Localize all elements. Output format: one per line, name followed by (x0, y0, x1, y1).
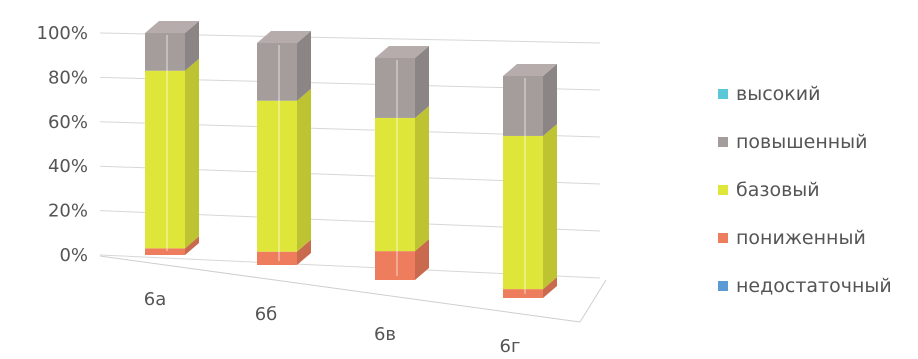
y-tick-label: 0% (59, 245, 88, 266)
bar-segment-front (375, 58, 415, 118)
legend-label-vysokiy: высокий (736, 83, 821, 105)
x-tick-label: 6б (255, 304, 278, 325)
bar-segment-side (297, 31, 311, 101)
x-tick-label: 6г (500, 336, 521, 355)
legend-label-bazovyy: базовый (736, 179, 820, 201)
bar-segment-front (503, 289, 543, 298)
bar-segment-front (257, 100, 297, 252)
legend-swatch-ponizhennyy (718, 233, 728, 243)
bar-segment-side (297, 239, 311, 265)
floor-edge-line (579, 279, 607, 323)
legend-item-nedostatochnyy: недостаточный (718, 262, 914, 310)
bar-segment-side (543, 123, 557, 290)
x-tick-label: 6в (374, 324, 396, 345)
legend-swatch-bazovyy (718, 185, 728, 195)
bar-segment-side (185, 58, 199, 249)
legend-swatch-nedostatochnyy (718, 281, 728, 291)
legend-swatch-povyshennyy (718, 137, 728, 147)
bar-top-face (375, 46, 429, 58)
chart-axes (99, 255, 607, 323)
chart-labels: 0% 20% 40% 60% 80% 100% 6а 6б 6в 6г (37, 23, 521, 357)
bar-segment-front (145, 248, 185, 255)
chart-bars (145, 21, 557, 298)
legend-label-povyshennyy: повышенный (736, 131, 868, 153)
bar-segment-side (185, 21, 199, 71)
x-tick-label: 6а (144, 289, 166, 310)
legend-item-povyshennyy: повышенный (718, 118, 914, 166)
legend-item-ponizhennyy: пониженный (718, 214, 914, 262)
bar-segment-front (503, 135, 543, 290)
y-tick-label: 80% (48, 67, 88, 88)
bar-segment-front (375, 117, 415, 252)
bar-top-face (145, 21, 199, 33)
bar-segment-side (415, 239, 429, 280)
legend-item-bazovyy: базовый (718, 166, 914, 214)
bar-segment-front (375, 251, 415, 280)
bar-segment-side (415, 46, 429, 118)
bar-segment-front (145, 33, 185, 71)
bar-segment-side (543, 64, 557, 136)
legend-label-nedostatochnyy: недостаточный (736, 275, 892, 297)
chart-legend: высокий повышенный базовый пониженный не… (718, 70, 914, 310)
y-tick-label: 60% (48, 112, 88, 133)
y-tick-label: 20% (48, 201, 88, 222)
legend-item-vysokiy: высокий (718, 70, 914, 118)
bar-segment-front (257, 43, 297, 101)
bar-segment-front (503, 76, 543, 136)
bar-top-face (503, 64, 557, 76)
bar-segment-side (543, 277, 557, 298)
bar-top-face (257, 31, 311, 43)
bar-segment-side (185, 236, 199, 255)
legend-label-ponizhennyy: пониженный (736, 227, 866, 249)
x-axis-line (99, 255, 581, 323)
legend-swatch-vysokiy (718, 89, 728, 99)
y-tick-label: 40% (48, 156, 88, 177)
bar-segment-side (415, 105, 429, 252)
bar-segment-front (257, 251, 297, 265)
bar-segment-front (145, 70, 185, 249)
bar-segment-side (297, 88, 311, 252)
y-tick-label: 100% (37, 23, 88, 44)
